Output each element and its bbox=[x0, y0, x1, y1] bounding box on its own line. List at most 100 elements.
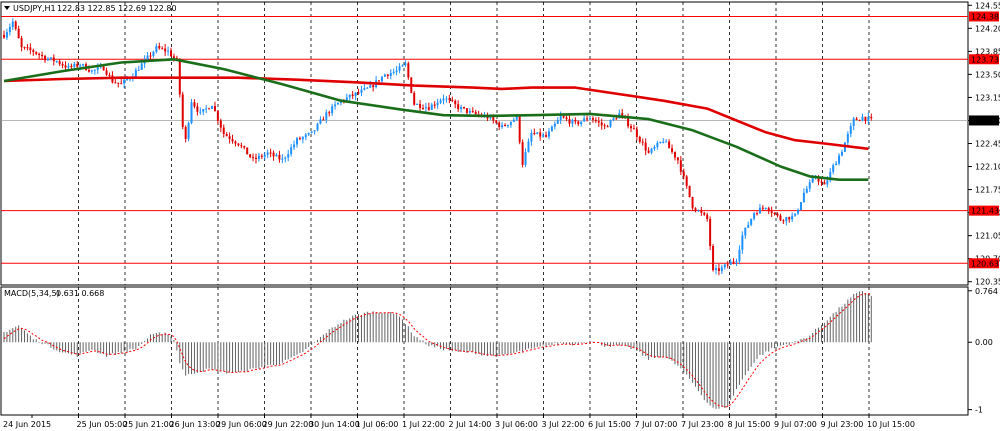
candle-body bbox=[419, 103, 422, 108]
candle-body bbox=[301, 137, 304, 140]
candle-body bbox=[641, 141, 644, 143]
candle-body bbox=[547, 131, 550, 137]
symbol-label: USDJPY,H1 bbox=[13, 4, 56, 13]
x-tick-label: 3 Jul 06:00 bbox=[495, 420, 538, 429]
candle-body bbox=[407, 63, 410, 78]
candle-body bbox=[621, 113, 624, 116]
candle-body bbox=[205, 108, 208, 110]
candle-body bbox=[328, 112, 331, 114]
candle-body bbox=[345, 97, 348, 101]
candle-body bbox=[556, 120, 559, 124]
candle-body bbox=[134, 69, 137, 77]
candle-body bbox=[694, 208, 697, 211]
candle-body bbox=[61, 64, 64, 66]
candle-body bbox=[70, 65, 73, 67]
x-tick-label: 3 Jul 22:00 bbox=[542, 420, 585, 429]
candle-body bbox=[527, 141, 530, 153]
triangle-down-icon[interactable] bbox=[4, 6, 10, 10]
candle-body bbox=[753, 213, 756, 219]
candle-body bbox=[281, 158, 284, 160]
candle-body bbox=[454, 100, 457, 105]
candle-body bbox=[709, 218, 712, 247]
candle-body bbox=[542, 135, 545, 137]
candle-body bbox=[3, 34, 5, 38]
candle-body bbox=[392, 71, 395, 73]
x-tick-label: 9 Jul 07:00 bbox=[774, 420, 817, 429]
ohlc-values: 122.83 122.85 122.69 122.80 bbox=[57, 4, 177, 13]
x-tick-label: 1 Jul 22:00 bbox=[402, 420, 445, 429]
candle-body bbox=[858, 120, 861, 122]
candle-body bbox=[246, 147, 249, 155]
candle-body bbox=[788, 217, 791, 220]
macd-histogram bbox=[3, 291, 872, 409]
candle-body bbox=[360, 89, 363, 93]
candle-body bbox=[811, 178, 814, 183]
candle-body bbox=[348, 94, 351, 98]
candle-body bbox=[234, 141, 237, 144]
candle-body bbox=[761, 207, 764, 209]
candle-body bbox=[729, 261, 732, 265]
candle-body bbox=[202, 108, 205, 112]
candle-body bbox=[720, 267, 723, 272]
candle-body bbox=[126, 78, 129, 80]
candle-body bbox=[747, 224, 750, 228]
candle-body bbox=[521, 142, 524, 165]
candle-body bbox=[445, 98, 448, 100]
candle-body bbox=[322, 119, 325, 121]
candle-body bbox=[216, 110, 219, 121]
candle-body bbox=[334, 104, 337, 107]
candle-body bbox=[785, 217, 788, 222]
candle-body bbox=[433, 104, 436, 106]
candle-body bbox=[586, 118, 589, 120]
candle-body bbox=[638, 136, 641, 142]
x-tick-label: 2 Jul 14:00 bbox=[449, 420, 492, 429]
candle-body bbox=[635, 129, 638, 137]
candle-body bbox=[304, 134, 307, 138]
x-tick-label: 10 Jul 15:00 bbox=[867, 420, 915, 429]
candle-body bbox=[832, 165, 835, 172]
candle-body bbox=[864, 116, 867, 121]
candle-body bbox=[714, 268, 717, 270]
candle-body bbox=[161, 48, 164, 50]
candle-body bbox=[668, 141, 671, 149]
x-tick-label: 24 Jun 2015 bbox=[3, 420, 51, 429]
candle-body bbox=[11, 21, 14, 28]
candle-body bbox=[770, 211, 773, 213]
candle-body bbox=[41, 55, 44, 57]
candle-body bbox=[867, 116, 870, 121]
candle-body bbox=[243, 146, 246, 148]
candle-body bbox=[319, 119, 322, 124]
x-tick-label: 8 Jul 15:00 bbox=[728, 420, 771, 429]
candle-body bbox=[175, 57, 178, 59]
candle-body bbox=[380, 76, 383, 82]
candle-body bbox=[249, 154, 252, 158]
candle-body bbox=[310, 131, 313, 133]
candle-body bbox=[671, 148, 674, 152]
candle-body bbox=[424, 107, 427, 109]
candle-body bbox=[275, 154, 278, 157]
candle-body bbox=[76, 63, 79, 67]
candle-body bbox=[87, 70, 90, 72]
candle-body bbox=[574, 119, 577, 122]
candle-body bbox=[676, 157, 679, 161]
candle-body bbox=[257, 155, 260, 159]
candle-body bbox=[829, 171, 832, 181]
candle-body bbox=[260, 155, 263, 157]
candle-body bbox=[501, 125, 504, 128]
candle-body bbox=[26, 47, 29, 49]
vertical-grid bbox=[78, 2, 870, 415]
candle-body bbox=[439, 100, 442, 103]
candle-body bbox=[196, 106, 199, 112]
level-price-tag bbox=[969, 205, 999, 216]
level-price-label: 120.63 bbox=[971, 259, 999, 268]
candle-body bbox=[732, 261, 735, 263]
y-tick-label: 122.45 bbox=[975, 140, 1000, 149]
candle-body bbox=[703, 212, 706, 215]
candle-body bbox=[114, 82, 117, 84]
candle-body bbox=[266, 152, 269, 155]
candle-body bbox=[653, 147, 656, 149]
candle-body bbox=[442, 98, 445, 101]
candle-body bbox=[416, 103, 419, 105]
